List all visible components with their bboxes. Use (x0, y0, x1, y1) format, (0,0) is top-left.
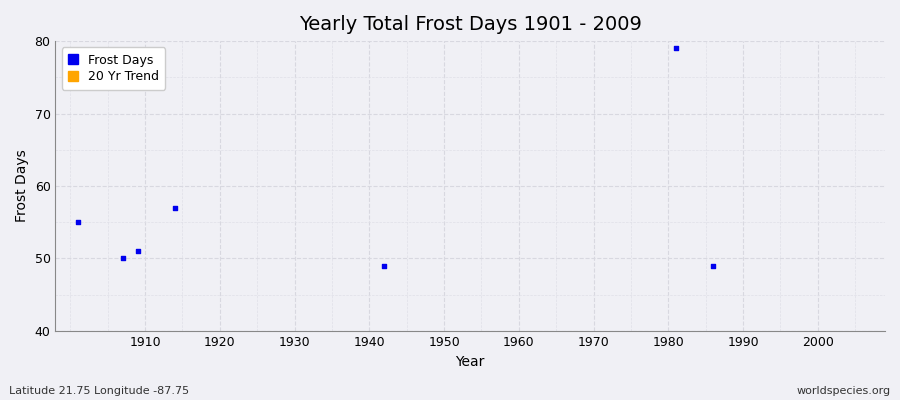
X-axis label: Year: Year (455, 355, 485, 369)
Point (70, 219, 85, 226)
Point (130, 248, 145, 254)
Point (167, 204, 182, 211)
Point (669, 45, 683, 52)
Point (706, 262, 720, 269)
Y-axis label: Frost Days: Frost Days (15, 150, 29, 222)
Legend: Frost Days, 20 Yr Trend: Frost Days, 20 Yr Trend (62, 47, 166, 90)
Point (377, 262, 392, 269)
Title: Yearly Total Frost Days 1901 - 2009: Yearly Total Frost Days 1901 - 2009 (299, 15, 642, 34)
Text: Latitude 21.75 Longitude -87.75: Latitude 21.75 Longitude -87.75 (9, 386, 189, 396)
Point (115, 255, 130, 262)
Text: worldspecies.org: worldspecies.org (796, 386, 891, 396)
